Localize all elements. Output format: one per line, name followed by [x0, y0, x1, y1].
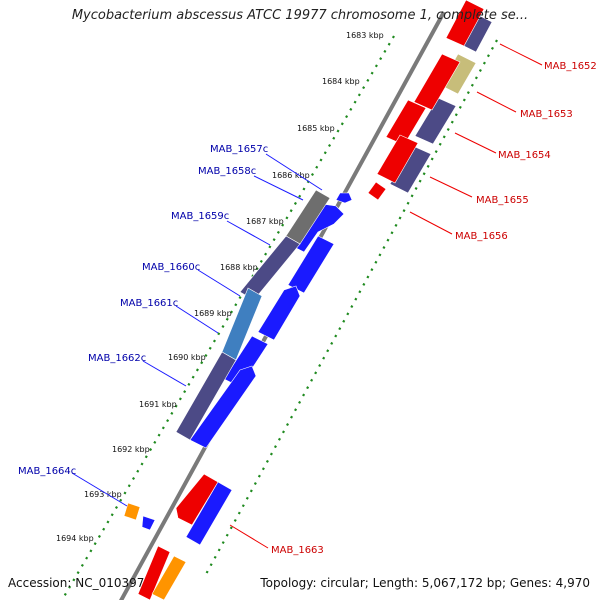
feature-blue-small[interactable]: [141, 515, 156, 531]
gene-label-mab-1661c[interactable]: MAB_1661c: [120, 298, 178, 309]
labels-left: MAB_1657c MAB_1658c MAB_1659c MAB_1660c …: [18, 144, 323, 507]
feature-track-red-top: [367, 0, 485, 201]
feature-orange-bottom[interactable]: [151, 555, 187, 600]
feature-red-2[interactable]: [413, 53, 461, 111]
tick-label: 1689 kbp: [194, 309, 232, 318]
feature-track-blue: [189, 192, 353, 449]
gene-label-mab-1662c[interactable]: MAB_1662c: [88, 353, 146, 364]
ruler-track-inner: [61, 35, 395, 600]
feature-blue-arrow-4[interactable]: [257, 285, 301, 341]
feature-track-outer: [389, 13, 493, 194]
feature-track-dark: [175, 189, 331, 441]
gene-label-mab-1660c[interactable]: MAB_1660c: [142, 262, 200, 273]
gene-label-mab-1657c[interactable]: MAB_1657c: [210, 144, 268, 155]
gene-label-mab-1656[interactable]: MAB_1656: [455, 231, 508, 242]
feature-blue-arrow-1[interactable]: [335, 192, 353, 204]
gene-label-mab-1663[interactable]: MAB_1663: [271, 545, 324, 556]
gene-label-mab-1653[interactable]: MAB_1653: [520, 109, 573, 120]
feature-blue-arrow-6[interactable]: [189, 365, 257, 449]
accession-label: Accession: NC_010397: [8, 576, 145, 590]
tick-label: 1685 kbp: [297, 124, 335, 133]
tick-label: 1691 kbp: [139, 400, 177, 409]
labels-right: MAB_1652 MAB_1653 MAB_1654 MAB_1655 MAB_…: [229, 43, 597, 556]
gene-label-mab-1664c[interactable]: MAB_1664c: [18, 466, 76, 477]
feature-dark-2[interactable]: [175, 351, 237, 441]
gene-label-mab-1658c[interactable]: MAB_1658c: [198, 166, 256, 177]
feature-red-1663[interactable]: [175, 473, 219, 526]
topology-summary: Topology: circular; Length: 5,067,172 bp…: [260, 576, 590, 590]
feature-blue-arrow-3[interactable]: [287, 235, 335, 294]
map-title: Mycobacterium abscessus ATCC 19977 chrom…: [71, 8, 529, 23]
tick-label: 1694 kbp: [56, 534, 94, 543]
feature-red-bottom[interactable]: [137, 545, 171, 600]
feature-orange-small[interactable]: [123, 502, 141, 521]
gene-label-mab-1659c[interactable]: MAB_1659c: [171, 211, 229, 222]
feature-track-lower: [123, 473, 233, 600]
feature-red-4[interactable]: [376, 134, 419, 184]
tick-label: 1693 kbp: [84, 490, 122, 499]
feature-mab-1654[interactable]: [414, 97, 457, 145]
tick-label: 1686 kbp: [272, 171, 310, 180]
tick-label: 1692 kbp: [112, 445, 150, 454]
tick-label: 1687 kbp: [246, 217, 284, 226]
feature-blue-1663[interactable]: [185, 481, 233, 546]
tick-label: 1684 kbp: [322, 77, 360, 86]
tick-label: 1690 kbp: [168, 353, 206, 362]
tick-label: 1688 kbp: [220, 263, 258, 272]
ruler-track-outer: [204, 39, 498, 577]
feature-red-1[interactable]: [445, 0, 485, 47]
tick-label: 1683 kbp: [346, 31, 384, 40]
gene-label-mab-1655[interactable]: MAB_1655: [476, 195, 529, 206]
feature-red-5[interactable]: [367, 181, 387, 201]
gene-label-mab-1652[interactable]: MAB_1652: [544, 61, 597, 72]
ruler-tick-labels: 1683 kbp 1684 kbp 1685 kbp 1686 kbp 1687…: [56, 31, 384, 543]
gene-label-mab-1654[interactable]: MAB_1654: [498, 150, 551, 161]
